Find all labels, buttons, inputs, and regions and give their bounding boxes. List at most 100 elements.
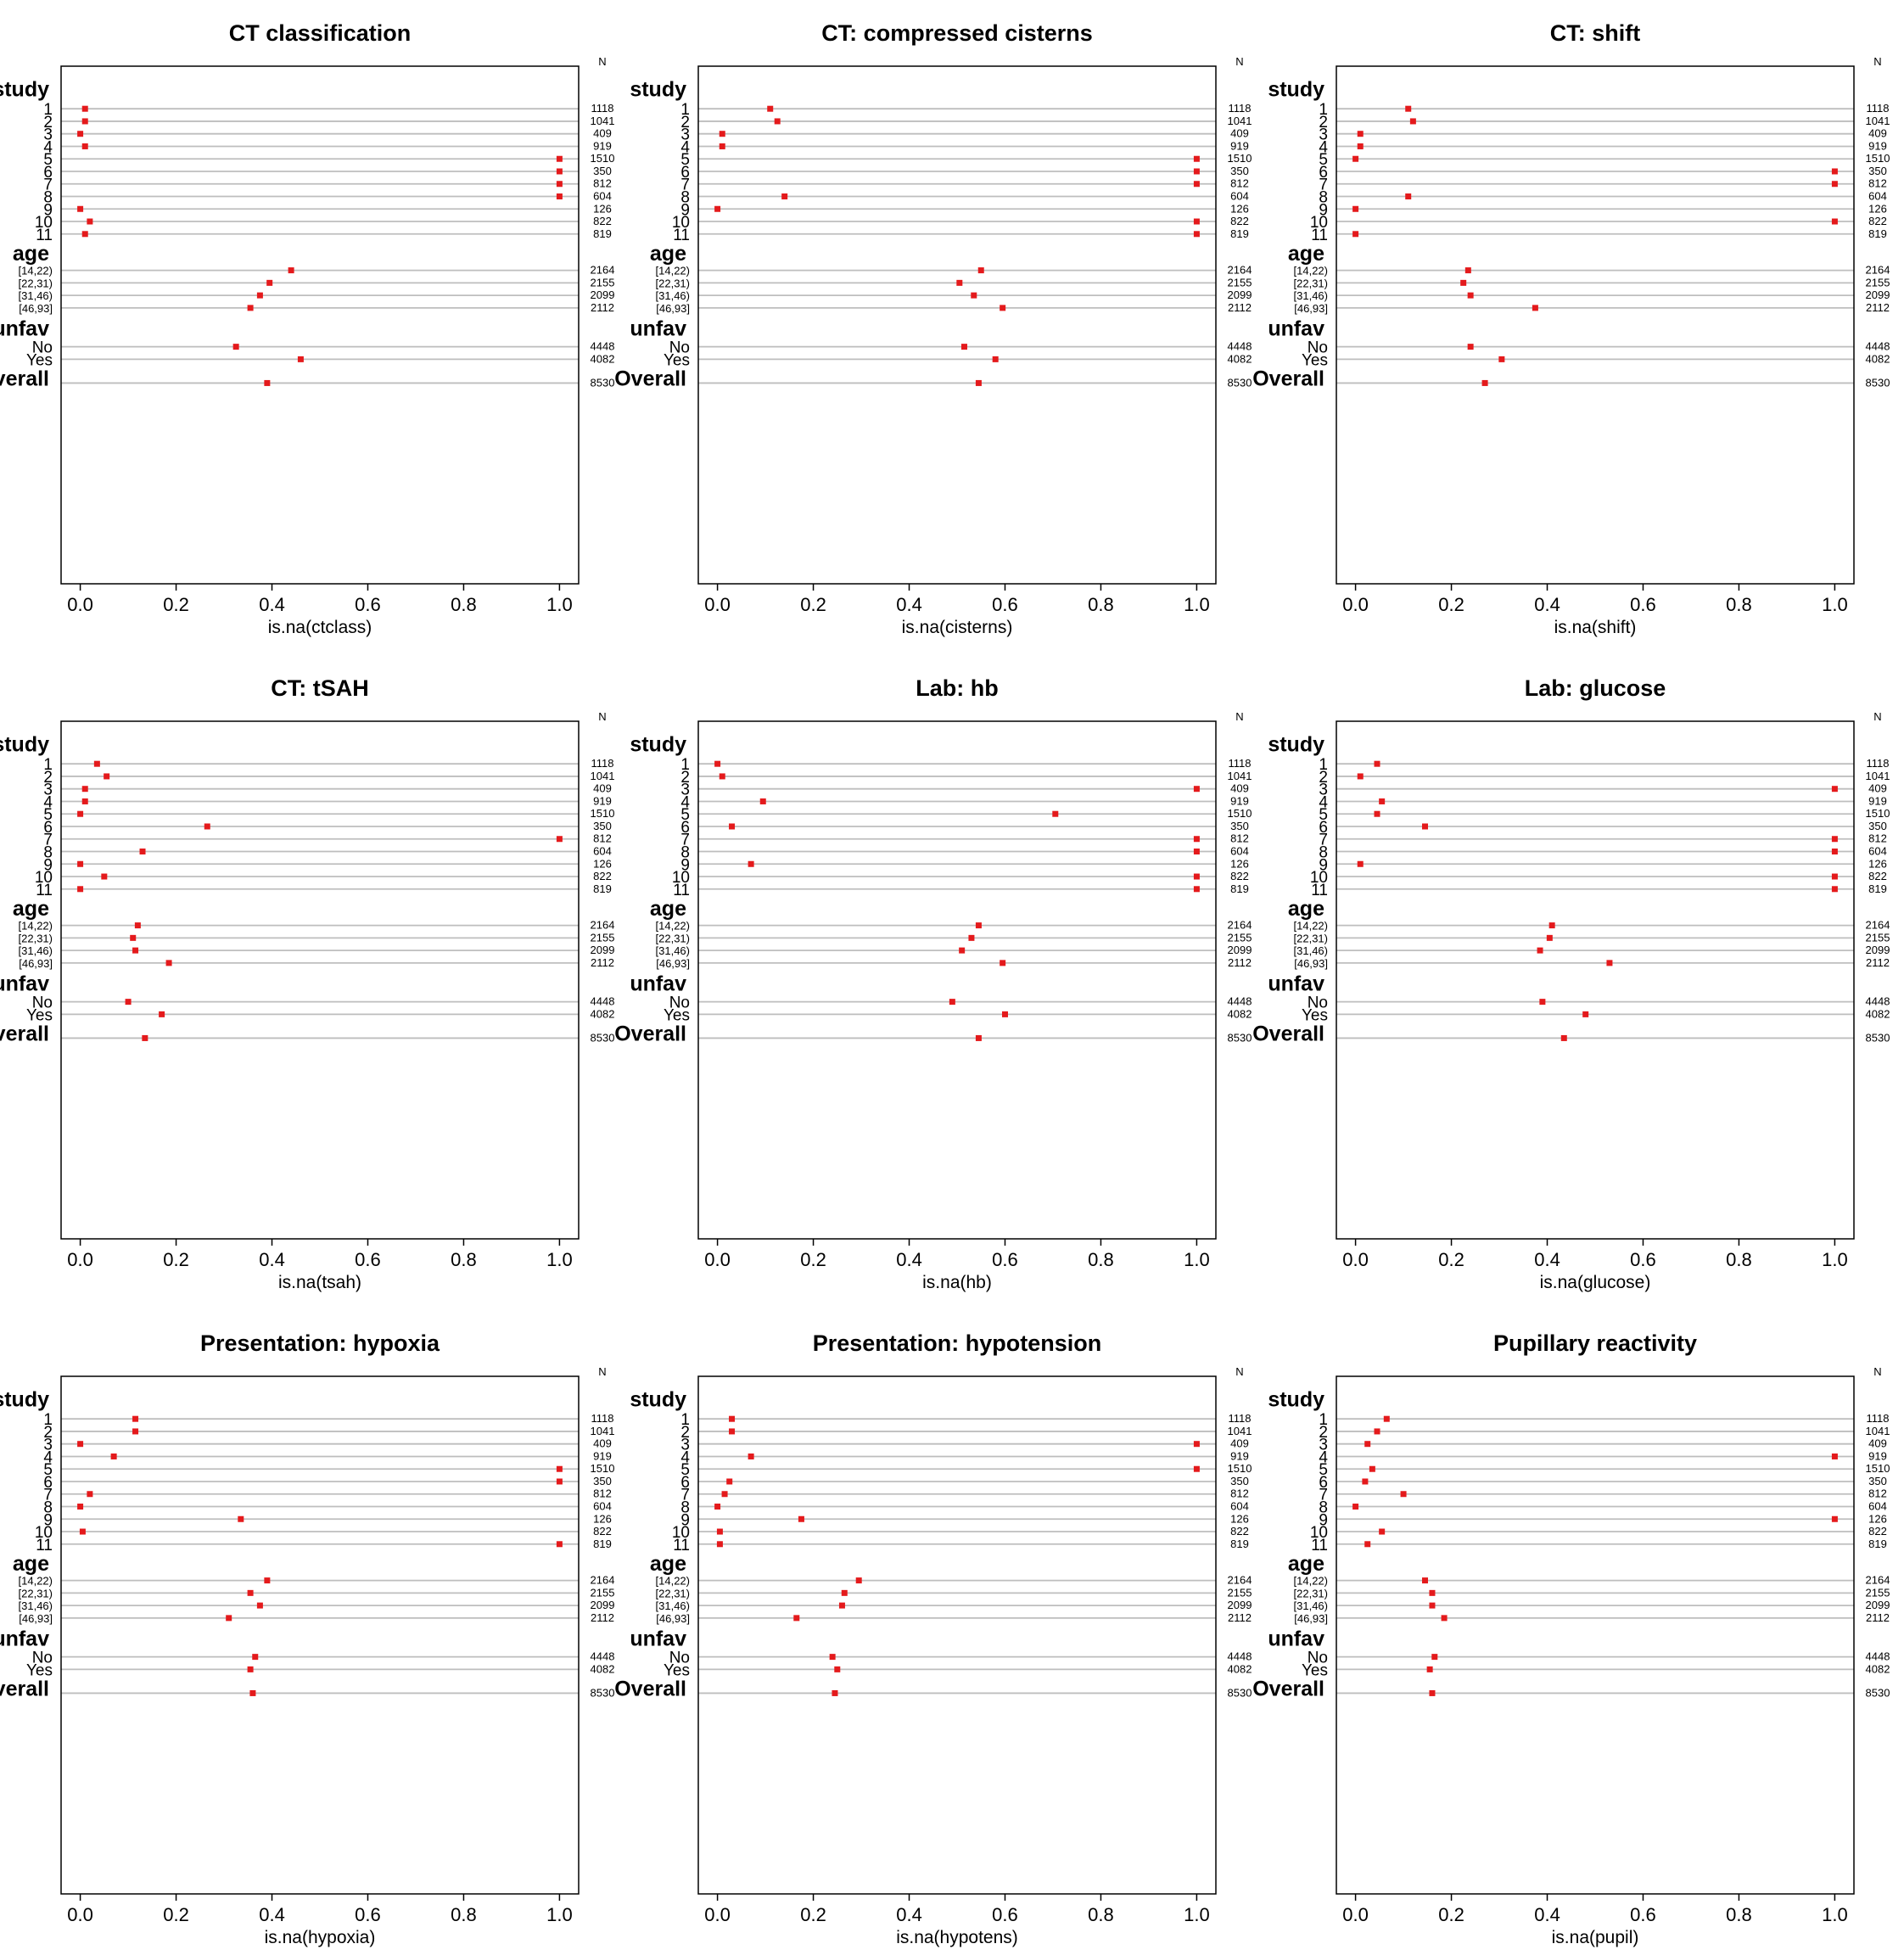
panel-title: CT: tSAH bbox=[271, 675, 369, 701]
row-n-label: 2112 bbox=[1866, 956, 1890, 969]
row-label: 5 bbox=[1319, 1461, 1328, 1479]
row-label: 11 bbox=[36, 882, 53, 899]
row-n-label: 2112 bbox=[1866, 301, 1890, 314]
row-n-label: 2155 bbox=[591, 931, 615, 944]
data-point bbox=[1560, 1034, 1567, 1041]
data-point bbox=[719, 143, 725, 149]
row-n-label: 4448 bbox=[1866, 995, 1890, 1008]
data-point bbox=[1383, 1415, 1390, 1422]
x-tick-label: 1.0 bbox=[546, 1249, 573, 1270]
row-n-label: 4082 bbox=[591, 1007, 615, 1020]
data-point bbox=[79, 1528, 86, 1535]
row-label: No bbox=[32, 339, 53, 357]
data-point bbox=[1364, 1441, 1371, 1448]
data-point bbox=[1193, 155, 1200, 162]
n-column-header: N bbox=[1873, 55, 1881, 68]
panel-frame bbox=[60, 720, 580, 1240]
row-label: [22,31) bbox=[656, 277, 690, 289]
data-point bbox=[77, 1441, 84, 1448]
x-tick-label: 0.0 bbox=[704, 1249, 731, 1270]
row-n-label: 2099 bbox=[1228, 1599, 1252, 1611]
row-label: 4 bbox=[680, 1448, 690, 1466]
x-tick-label: 0.8 bbox=[451, 1904, 477, 1925]
group-heading: age bbox=[1288, 1552, 1324, 1576]
data-point bbox=[132, 1428, 139, 1435]
group-heading: Overall bbox=[0, 1022, 49, 1045]
row-n-label: 4082 bbox=[1228, 352, 1252, 365]
row-n-label: 350 bbox=[1868, 165, 1887, 177]
row-label: 11 bbox=[1311, 1537, 1328, 1554]
row-n-label: 819 bbox=[1230, 227, 1249, 240]
group-heading: age bbox=[13, 1552, 49, 1576]
data-point bbox=[759, 798, 766, 804]
row-n-label: 1510 bbox=[1866, 152, 1890, 165]
row-n-label: 4448 bbox=[1228, 995, 1252, 1008]
row-label: 6 bbox=[680, 164, 690, 182]
group-heading: unfav bbox=[1268, 316, 1324, 340]
x-tick-label: 0.6 bbox=[1630, 1249, 1656, 1270]
row-label: 7 bbox=[43, 176, 53, 194]
x-tick-label: 1.0 bbox=[1184, 594, 1210, 615]
data-point bbox=[256, 1602, 263, 1609]
row-label: [14,22) bbox=[656, 1575, 690, 1588]
row-n-label: 409 bbox=[593, 1437, 612, 1450]
data-point bbox=[1429, 1689, 1436, 1696]
data-point bbox=[1000, 305, 1006, 311]
data-point bbox=[1831, 849, 1838, 855]
row-label: 6 bbox=[1319, 1474, 1328, 1492]
row-n-label: 126 bbox=[593, 857, 612, 870]
row-label: [46,93] bbox=[19, 1612, 53, 1625]
data-point bbox=[1831, 886, 1838, 893]
data-point bbox=[1364, 1541, 1371, 1548]
x-tick-label: 0.0 bbox=[1342, 1904, 1369, 1925]
row-label: 5 bbox=[1319, 806, 1328, 824]
data-point bbox=[1193, 886, 1200, 893]
group-heading: Overall bbox=[614, 1677, 686, 1700]
row-label: 11 bbox=[36, 227, 53, 244]
group-heading: Overall bbox=[1252, 1022, 1324, 1045]
row-label: 7 bbox=[43, 832, 53, 849]
row-n-label: 919 bbox=[593, 139, 612, 152]
row-n-label: 8530 bbox=[591, 1686, 615, 1699]
row-n-label: 126 bbox=[1230, 1512, 1249, 1525]
row-label: 2 bbox=[43, 769, 53, 787]
row-n-label: 812 bbox=[1868, 177, 1887, 190]
row-n-label: 819 bbox=[593, 1538, 612, 1550]
x-tick-label: 0.4 bbox=[896, 1249, 922, 1270]
row-n-label: 1118 bbox=[591, 1412, 614, 1425]
data-point bbox=[556, 193, 563, 200]
row-label: 6 bbox=[680, 819, 690, 837]
row-n-label: 2155 bbox=[1228, 1586, 1252, 1599]
row-n-label: 604 bbox=[1868, 845, 1887, 858]
chart-panel: Presentation: hypoxiaNstudy1111821041340… bbox=[0, 1330, 614, 1947]
data-point bbox=[971, 292, 977, 299]
row-label: [31,46) bbox=[656, 944, 690, 957]
row-label: 3 bbox=[1319, 781, 1328, 799]
data-point bbox=[1441, 1615, 1448, 1622]
row-n-label: 2155 bbox=[1866, 1586, 1890, 1599]
row-n-label: 1510 bbox=[591, 152, 615, 165]
row-label: [22,31) bbox=[656, 1587, 690, 1599]
data-point bbox=[77, 205, 84, 212]
row-label: 3 bbox=[1319, 1437, 1328, 1454]
data-point bbox=[1831, 873, 1838, 880]
row-label: [14,22) bbox=[1294, 920, 1328, 933]
row-n-label: 409 bbox=[1230, 127, 1249, 140]
row-label: 4 bbox=[680, 793, 690, 811]
row-n-label: 8530 bbox=[591, 376, 615, 389]
row-n-label: 2112 bbox=[1228, 1611, 1252, 1624]
row-label: 3 bbox=[680, 781, 690, 799]
row-label: Yes bbox=[26, 1661, 53, 1679]
n-column-header: N bbox=[598, 55, 606, 68]
data-point bbox=[1193, 218, 1200, 225]
row-label: 2 bbox=[680, 114, 690, 132]
row-n-label: 4448 bbox=[1228, 340, 1252, 353]
x-tick-label: 0.2 bbox=[1438, 1904, 1464, 1925]
data-point bbox=[1357, 131, 1364, 137]
data-point bbox=[77, 1504, 84, 1510]
data-point bbox=[949, 999, 955, 1006]
row-label: [14,22) bbox=[19, 1575, 53, 1588]
row-n-label: 604 bbox=[1230, 845, 1249, 858]
data-point bbox=[77, 886, 84, 893]
row-label: No bbox=[669, 339, 690, 357]
